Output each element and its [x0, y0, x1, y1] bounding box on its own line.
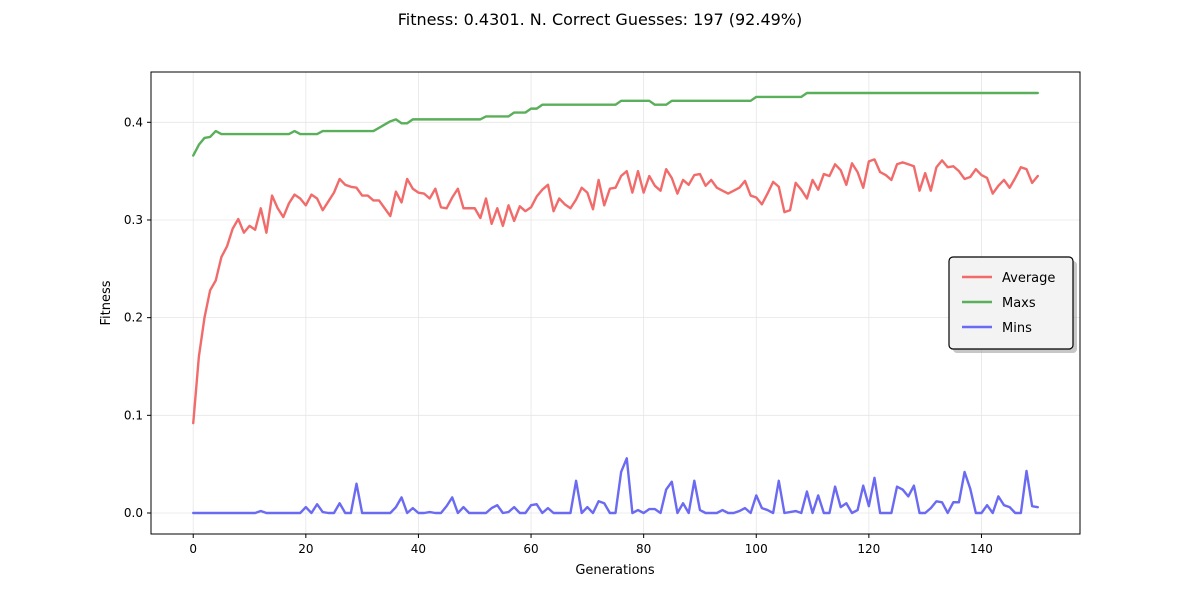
series-line-maxs	[192, 91, 1039, 157]
x-tick-label: 100	[745, 542, 768, 556]
series-lines	[192, 91, 1039, 515]
x-axis-label: Generations	[575, 563, 655, 578]
x-tick-label: 120	[857, 542, 880, 556]
series-line-average	[192, 158, 1039, 425]
axis-ticks: 0 20 40 60 80 100 120 140 0.0 0.1 0.2 0.3 0.4	[124, 115, 993, 556]
plot-area	[151, 72, 1080, 534]
x-tick-label: 0	[189, 542, 197, 556]
legend-label-average: Average	[1002, 271, 1055, 286]
y-axis-label: Fitness	[99, 280, 114, 325]
y-tick-label: 0.1	[124, 408, 143, 422]
y-tick-label: 0.2	[124, 311, 143, 325]
y-tick-label: 0.3	[124, 213, 143, 227]
legend-label-maxs: Maxs	[1002, 296, 1036, 311]
plot-frame	[150, 71, 1081, 535]
series-line-mins	[192, 457, 1039, 515]
chart-title: Fitness: 0.4301. N. Correct Guesses: 197…	[398, 10, 803, 29]
x-tick-label: 60	[523, 542, 538, 556]
x-tick-label: 140	[970, 542, 993, 556]
x-tick-label: 20	[298, 542, 313, 556]
legend: Average Maxs Mins	[948, 256, 1077, 353]
y-tick-label: 0.4	[124, 115, 143, 129]
y-tick-label: 0.0	[124, 506, 143, 520]
x-tick-label: 80	[636, 542, 651, 556]
legend-label-mins: Mins	[1002, 321, 1032, 336]
x-tick-label: 40	[411, 542, 426, 556]
